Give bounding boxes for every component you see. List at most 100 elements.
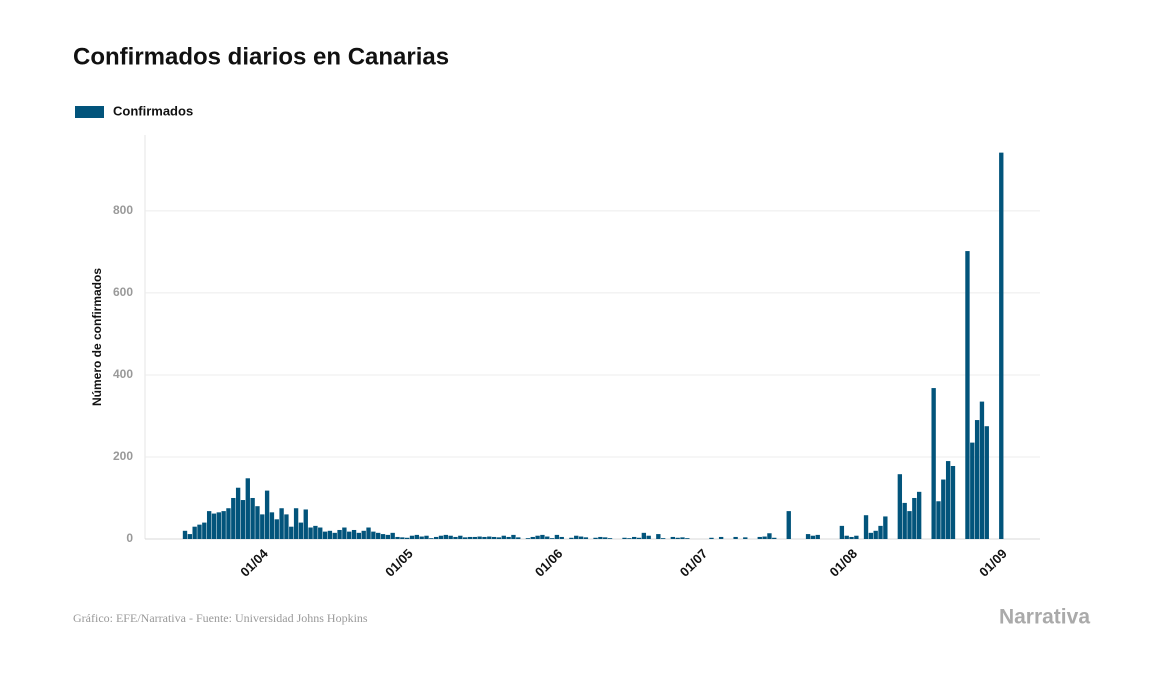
bar (603, 537, 608, 539)
bar (264, 490, 270, 539)
bar (878, 525, 883, 539)
bar (897, 474, 903, 539)
bar (810, 535, 816, 539)
bar (192, 526, 197, 539)
bar (873, 530, 878, 539)
bar (269, 512, 275, 539)
bar (240, 500, 246, 539)
bar (767, 533, 772, 539)
bar (482, 536, 487, 539)
bar (844, 535, 849, 539)
y-axis-label: Número de confirmados (90, 268, 104, 406)
bar (409, 535, 415, 539)
bar (574, 535, 579, 539)
bar (231, 497, 236, 539)
bar (535, 535, 540, 539)
x-tick-label: 01/06 (532, 546, 566, 580)
bar (327, 530, 333, 539)
source: Gráfico: EFE/Narrativa - Fuente: Univers… (73, 611, 368, 625)
bar (419, 536, 424, 539)
bar (226, 508, 231, 539)
bar (516, 537, 521, 539)
bar (950, 465, 956, 539)
legend-label: Confirmados (113, 103, 193, 118)
bar (569, 537, 574, 539)
bar (733, 536, 738, 539)
bar (680, 537, 685, 539)
bar (443, 534, 448, 539)
bar (936, 501, 941, 539)
bar (805, 534, 811, 539)
bar (607, 538, 613, 539)
y-tick-label: 0 (126, 531, 133, 545)
bar (477, 536, 482, 539)
bar (235, 487, 241, 539)
bar (289, 526, 294, 539)
x-tick-label: 01/04 (237, 545, 271, 579)
bar (670, 536, 676, 539)
bar (342, 527, 347, 539)
bar (941, 479, 946, 539)
bar (433, 536, 439, 539)
bar (839, 525, 845, 539)
bar (675, 537, 680, 539)
bar (506, 536, 511, 539)
bar (525, 538, 531, 539)
bar (298, 522, 304, 539)
bar (559, 536, 564, 539)
bar (366, 527, 371, 539)
bar (390, 532, 395, 539)
bar (448, 535, 453, 539)
bar (284, 514, 289, 539)
bar (429, 538, 434, 539)
x-tick-label: 01/07 (677, 546, 711, 580)
bar (979, 401, 985, 539)
bar (250, 497, 255, 539)
bar (211, 513, 217, 539)
bar (187, 534, 193, 539)
bar (487, 536, 492, 539)
bar (221, 511, 226, 539)
bar (303, 509, 308, 539)
bar (216, 512, 221, 539)
bar (313, 525, 318, 539)
bar (202, 522, 207, 539)
y-tick-label: 200 (113, 449, 133, 463)
bar (197, 524, 202, 539)
bar (279, 508, 284, 539)
bar (974, 420, 980, 539)
bar (405, 537, 410, 539)
bar (540, 534, 545, 539)
y-tick-label: 600 (113, 285, 133, 299)
bar (293, 508, 299, 539)
bar (931, 388, 936, 539)
bar (757, 536, 762, 539)
bar (883, 516, 888, 539)
bar (322, 531, 328, 539)
bar (308, 527, 313, 539)
bar (545, 536, 550, 539)
bar (743, 537, 748, 539)
bar (945, 461, 951, 539)
bar (854, 535, 859, 539)
bar (260, 514, 265, 539)
bar (182, 530, 188, 539)
bar (361, 530, 366, 539)
bar (458, 535, 463, 539)
bar (400, 537, 405, 539)
bar (414, 534, 420, 539)
bar (622, 537, 627, 539)
bar (472, 536, 477, 539)
bar (660, 538, 666, 539)
bar (530, 536, 535, 539)
bar (685, 538, 690, 539)
bar (255, 506, 260, 539)
bar (916, 491, 922, 539)
bar (395, 536, 400, 539)
bar (337, 529, 342, 539)
bar (554, 534, 560, 539)
bar (907, 511, 912, 539)
bar (424, 535, 429, 539)
bar (863, 515, 869, 539)
